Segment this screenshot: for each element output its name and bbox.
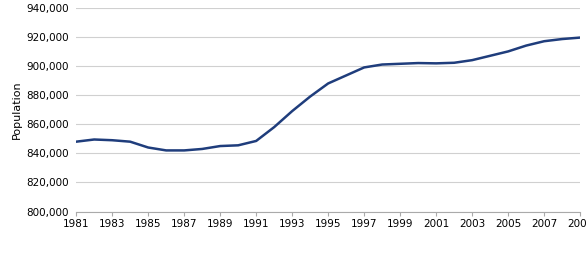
Y-axis label: Population: Population <box>12 80 22 139</box>
